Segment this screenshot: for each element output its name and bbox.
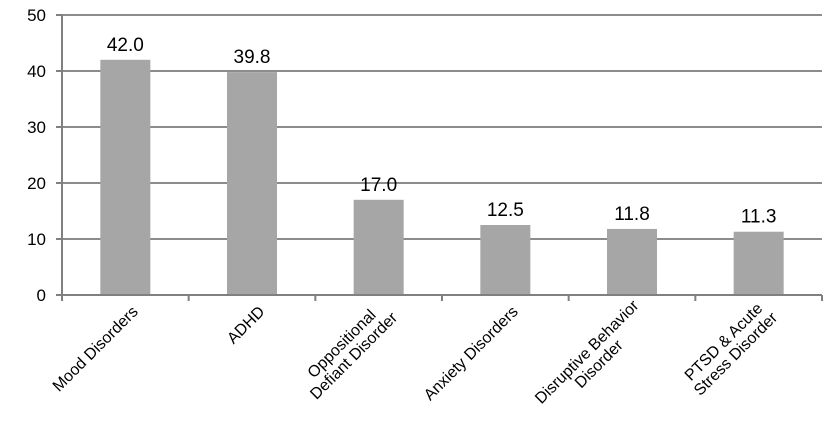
- x-tick-label: Mood Disorders: [50, 303, 142, 395]
- x-tick-label: ADHD: [224, 303, 268, 347]
- y-tick-label: 40: [27, 62, 46, 81]
- x-tick-label-line: Mood Disorders: [50, 303, 142, 395]
- x-tick-label-group: Disruptive BehaviorDisorder: [532, 297, 655, 420]
- bar: [480, 225, 531, 295]
- data-label: 12.5: [487, 200, 524, 221]
- data-label: 17.0: [360, 175, 397, 196]
- bar: [227, 72, 277, 296]
- x-tick-label-group: Mood Disorders: [50, 303, 142, 395]
- data-label: 39.8: [234, 47, 271, 68]
- y-tick-label: 0: [37, 286, 46, 305]
- bar: [607, 228, 657, 295]
- x-tick-label: Disruptive BehaviorDisorder: [532, 297, 655, 420]
- bar: [733, 231, 784, 295]
- x-tick-label: OppositionalDefiant Disorder: [295, 297, 401, 403]
- bar: [353, 199, 404, 295]
- x-tick-label-group: ADHD: [224, 303, 268, 347]
- x-tick-label-line: Anxiety Disorders: [421, 303, 522, 404]
- data-label: 11.3: [741, 207, 777, 228]
- y-tick-label: 10: [27, 230, 46, 249]
- bar: [100, 59, 151, 295]
- y-tick-label: 30: [27, 118, 46, 137]
- x-tick-label-line: Disruptive Behavior: [532, 297, 643, 408]
- y-tick-label: 20: [27, 174, 46, 193]
- data-label: 11.8: [614, 204, 650, 225]
- x-tick-label-group: PTSD & AcuteStress Disorder: [679, 297, 782, 399]
- x-tick-label: Anxiety Disorders: [421, 303, 522, 404]
- y-tick-label: 50: [27, 6, 46, 25]
- x-tick-label-line: ADHD: [224, 303, 268, 347]
- x-tick-label: PTSD & AcuteStress Disorder: [679, 297, 781, 399]
- x-tick-label-group: Anxiety Disorders: [421, 303, 522, 404]
- data-label: 42.0: [107, 35, 144, 56]
- x-tick-label-group: OppositionalDefiant Disorder: [295, 297, 402, 403]
